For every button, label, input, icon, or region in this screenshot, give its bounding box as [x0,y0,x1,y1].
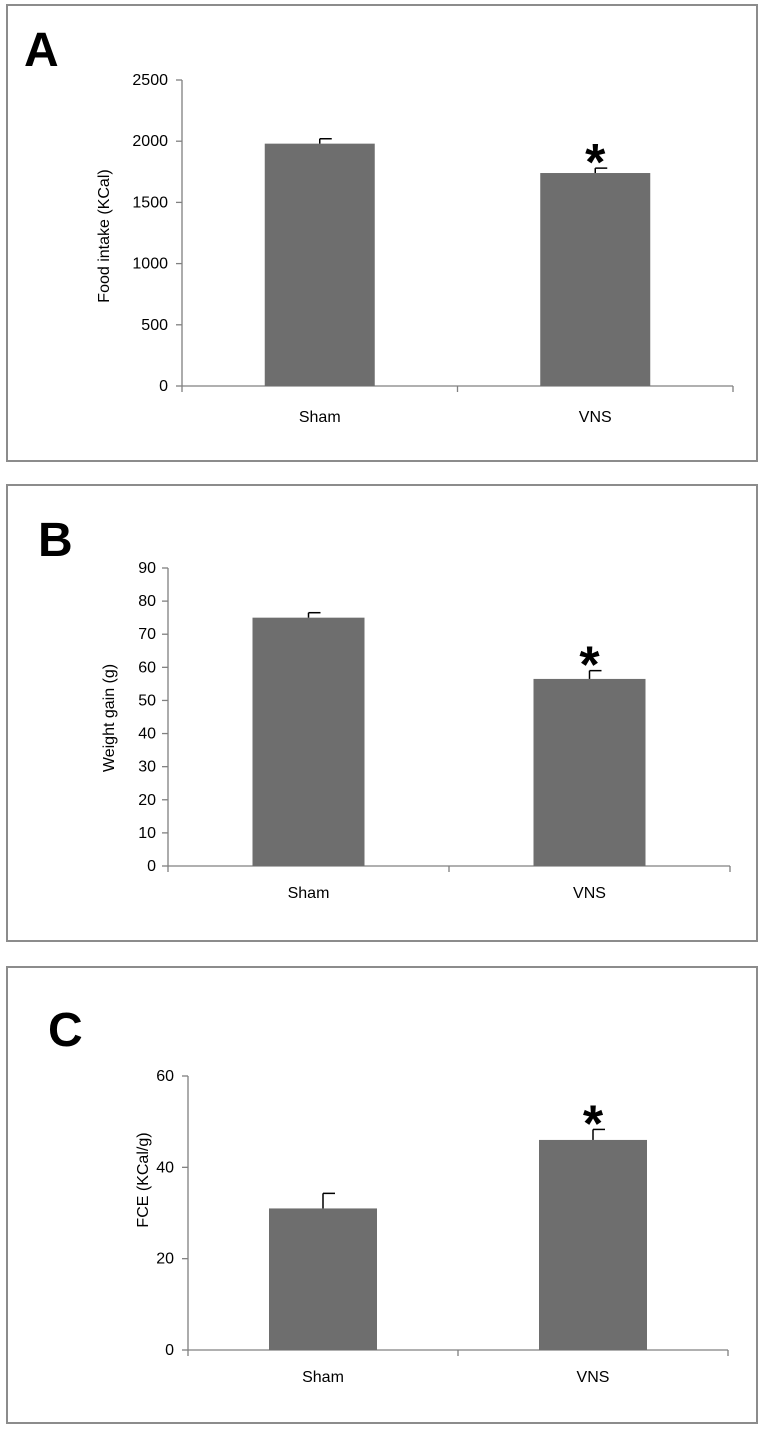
y-tick-label: 90 [138,560,156,577]
y-tick-label: 40 [138,726,156,743]
chart-c-svg: C FCE (KCal/g) 0 20 40 60 Sham VNS * [48,1004,729,1386]
y-tick-label: 1500 [132,194,168,211]
bar-vns [533,678,646,866]
y-tick-label: 20 [156,1251,174,1268]
y-tick-label: 20 [138,792,156,809]
y-tick-label: 60 [138,659,156,676]
category-label-vns: VNS [577,1369,610,1386]
y-axis-title-a: Food intake (KCal) [96,169,113,302]
chart-panel-b: B Weight gain (g) 0 10 20 30 40 50 60 70 80 90 Sha… [6,484,758,942]
y-tick-label: 80 [138,593,156,610]
y-tick-label: 500 [141,317,168,334]
bar-sham [252,617,365,866]
significance-mark: * [579,637,600,695]
y-tick-label: 2000 [132,133,168,150]
panel-label-a: A [24,24,59,77]
bar-vns [539,1139,647,1350]
y-axis-title-b: Weight gain (g) [101,664,118,772]
y-tick-label: 30 [138,759,156,776]
chart-a-svg: A Food intake (KCal) 0 500 1000 1500 2000 250… [24,24,734,426]
bar-sham [264,143,375,386]
panel-label-b: B [38,514,73,567]
category-label-sham: Sham [288,885,330,902]
category-label-vns: VNS [579,409,612,426]
y-tick-label: 50 [138,692,156,709]
bar-vns [540,173,651,386]
chart-panel-a: A Food intake (KCal) 0 500 1000 1500 2000 250… [6,4,758,462]
panel-label-c: C [48,1004,83,1057]
chart-b-svg: B Weight gain (g) 0 10 20 30 40 50 60 70 80 90 Sha… [38,514,731,902]
y-tick-label: 2500 [132,72,168,89]
y-tick-label: 0 [165,1342,174,1359]
y-tick-label: 40 [156,1159,174,1176]
category-label-sham: Sham [299,409,341,426]
y-axis-title-c: FCE (KCal/g) [135,1132,152,1227]
y-tick-label: 10 [138,825,156,842]
y-tick-label: 1000 [132,256,168,273]
bar-sham [269,1208,377,1350]
y-tick-label: 0 [159,378,168,395]
category-label-vns: VNS [573,885,606,902]
category-label-sham: Sham [302,1369,344,1386]
significance-mark: * [585,134,606,192]
significance-mark: * [583,1095,604,1153]
chart-panel-c: C FCE (KCal/g) 0 20 40 60 Sham VNS * [6,966,758,1424]
y-tick-label: 70 [138,626,156,643]
y-tick-label: 60 [156,1068,174,1085]
y-tick-label: 0 [147,858,156,875]
